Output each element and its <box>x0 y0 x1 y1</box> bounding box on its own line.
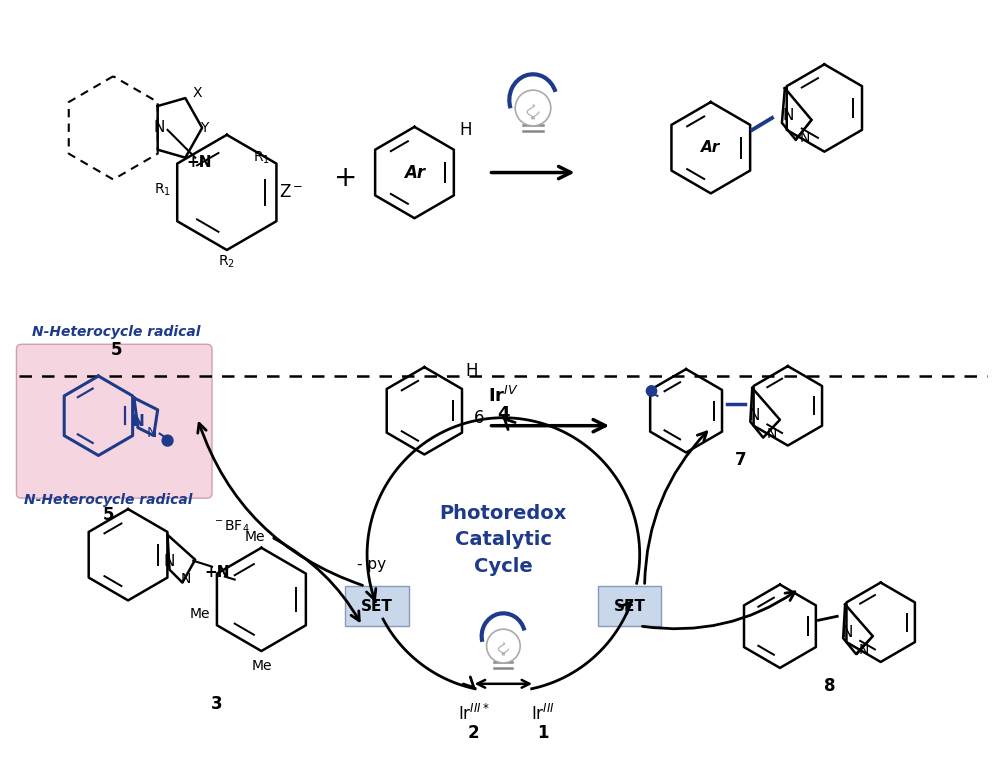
Text: Me: Me <box>244 530 265 544</box>
Text: 2: 2 <box>468 725 480 742</box>
Text: H: H <box>459 121 471 139</box>
Text: N: N <box>147 426 157 440</box>
Text: N-Heterocycle radical: N-Heterocycle radical <box>24 493 193 507</box>
Text: N: N <box>164 554 175 569</box>
Text: Ir$^{III}$: Ir$^{III}$ <box>531 703 555 724</box>
Text: Y: Y <box>200 121 208 135</box>
Text: R$_1$: R$_1$ <box>154 182 171 198</box>
Text: - py: - py <box>357 557 387 572</box>
Text: N: N <box>180 571 191 585</box>
Text: N: N <box>767 427 777 440</box>
Circle shape <box>515 90 551 126</box>
Text: R$_1$: R$_1$ <box>253 149 270 166</box>
Text: Ir$^{IV}$: Ir$^{IV}$ <box>488 386 519 406</box>
Text: +: + <box>334 163 357 192</box>
Text: 7: 7 <box>735 451 746 470</box>
Text: N: N <box>799 131 810 145</box>
Circle shape <box>487 629 520 663</box>
Circle shape <box>646 386 657 396</box>
Text: X: X <box>192 86 202 100</box>
Text: Photoredox
Catalytic
Cycle: Photoredox Catalytic Cycle <box>440 504 567 576</box>
Text: $^-$BF$_4$: $^-$BF$_4$ <box>212 519 250 535</box>
Text: N: N <box>132 414 144 429</box>
Text: Ar: Ar <box>701 140 720 155</box>
Text: SET: SET <box>361 598 393 614</box>
Text: N: N <box>859 643 869 657</box>
Circle shape <box>162 435 173 446</box>
Text: N: N <box>154 120 165 136</box>
Text: Z$^-$: Z$^-$ <box>279 183 303 201</box>
Text: 4: 4 <box>497 404 510 423</box>
Text: 5: 5 <box>103 506 114 524</box>
Text: 1: 1 <box>537 725 548 742</box>
Text: 6: 6 <box>474 409 484 427</box>
Text: N: N <box>782 109 794 123</box>
Text: 3: 3 <box>211 695 223 712</box>
FancyBboxPatch shape <box>345 586 409 626</box>
Text: Me: Me <box>189 607 210 621</box>
Text: 5: 5 <box>110 341 122 359</box>
Text: Me: Me <box>251 659 272 673</box>
FancyBboxPatch shape <box>598 586 661 626</box>
Text: Ir$^{III*}$: Ir$^{III*}$ <box>458 703 490 724</box>
Text: H: H <box>466 362 478 380</box>
Text: Ar: Ar <box>404 163 425 182</box>
Text: 8: 8 <box>824 677 835 695</box>
Text: +N: +N <box>204 565 230 580</box>
Text: +N: +N <box>186 155 212 170</box>
Text: N: N <box>749 408 760 424</box>
FancyBboxPatch shape <box>16 344 212 498</box>
Text: N-Heterocycle radical: N-Heterocycle radical <box>32 326 200 339</box>
Text: R$_2$: R$_2$ <box>218 254 235 270</box>
Text: SET: SET <box>614 598 646 614</box>
Text: N: N <box>841 625 853 640</box>
